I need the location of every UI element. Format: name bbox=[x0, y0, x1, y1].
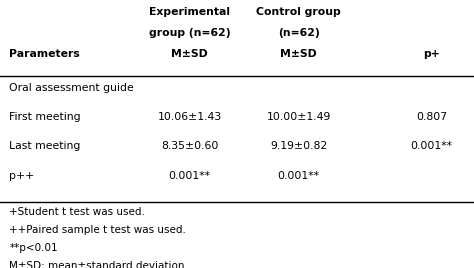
Text: 0.001**: 0.001** bbox=[410, 141, 452, 151]
Text: 0.001**: 0.001** bbox=[169, 170, 210, 181]
Text: 9.19±0.82: 9.19±0.82 bbox=[270, 141, 327, 151]
Text: group (n=62): group (n=62) bbox=[149, 28, 230, 38]
Text: 0.807: 0.807 bbox=[416, 111, 447, 122]
Text: +Student t test was used.: +Student t test was used. bbox=[9, 207, 146, 217]
Text: Last meeting: Last meeting bbox=[9, 141, 81, 151]
Text: ++Paired sample t test was used.: ++Paired sample t test was used. bbox=[9, 225, 186, 235]
Text: M±SD: mean±standard deviation: M±SD: mean±standard deviation bbox=[9, 261, 185, 268]
Text: p++: p++ bbox=[9, 170, 35, 181]
Text: **p<0.01: **p<0.01 bbox=[9, 243, 58, 253]
Text: First meeting: First meeting bbox=[9, 111, 81, 122]
Text: 10.06±1.43: 10.06±1.43 bbox=[157, 111, 222, 122]
Text: Parameters: Parameters bbox=[9, 49, 80, 59]
Text: 10.00±1.49: 10.00±1.49 bbox=[266, 111, 331, 122]
Text: M±SD: M±SD bbox=[171, 49, 208, 59]
Text: 8.35±0.60: 8.35±0.60 bbox=[161, 141, 219, 151]
Text: Control group: Control group bbox=[256, 7, 341, 17]
Text: p+: p+ bbox=[423, 49, 440, 59]
Text: Oral assessment guide: Oral assessment guide bbox=[9, 83, 134, 94]
Text: Experimental: Experimental bbox=[149, 7, 230, 17]
Text: M±SD: M±SD bbox=[280, 49, 317, 59]
Text: 0.001**: 0.001** bbox=[278, 170, 319, 181]
Text: (n=62): (n=62) bbox=[278, 28, 319, 38]
